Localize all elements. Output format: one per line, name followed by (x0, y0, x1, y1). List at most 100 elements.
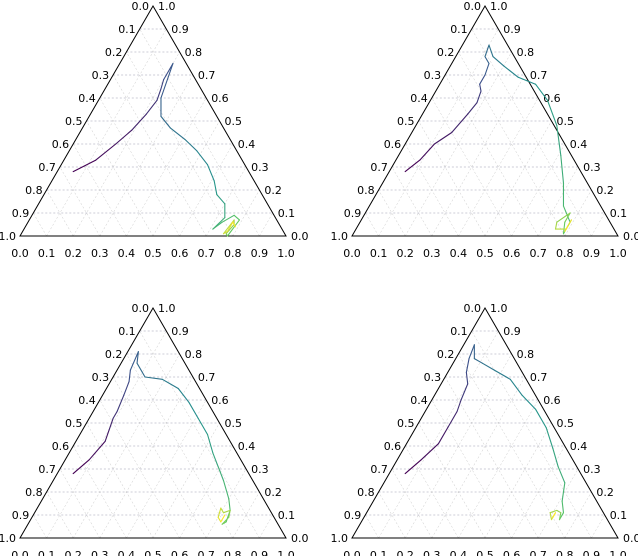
trajectory-segment (465, 371, 469, 385)
right-tick-label: 0.5 (557, 115, 575, 128)
trajectory-segment (549, 509, 558, 514)
trajectory-segment (228, 509, 231, 518)
ternary-panel-3: 0.0 0.1 0.2 0.3 0.4 0.5 0.6 0.7 0.8 0.9 1.0 1.0 0.9 0… (0, 302, 309, 556)
left-tick-label: 0.1 (450, 23, 468, 36)
right-tick-label: 0.7 (198, 371, 216, 384)
right-tick-label: 0.7 (198, 69, 216, 82)
left-tick-label: 0.5 (65, 115, 83, 128)
bottom-tick-label: 1.0 (277, 247, 295, 260)
trajectory-segment (420, 443, 440, 461)
grid-line (259, 514, 273, 539)
trajectory-segment (554, 221, 558, 230)
left-tick-label: 0.0 (464, 302, 482, 315)
grid-line (444, 74, 539, 237)
trajectory-segment (479, 83, 482, 92)
grid-line (431, 399, 512, 539)
trajectory-segment (561, 500, 565, 514)
trajectory-segment (467, 102, 478, 115)
trajectory-segment (503, 65, 519, 78)
left-tick-label: 0.5 (397, 115, 415, 128)
grid-line (365, 212, 379, 237)
trajectory-segment (232, 221, 237, 228)
triangle-outline (19, 307, 287, 539)
trajectory-segment (468, 344, 475, 360)
bottom-tick-label: 0.7 (529, 247, 547, 260)
grid-line (205, 468, 247, 539)
grid-line (418, 422, 486, 539)
left-tick-label: 0.9 (344, 207, 362, 220)
trajectory-segment (493, 369, 511, 380)
trajectory-segment (479, 74, 486, 85)
trajectory-segment (116, 394, 125, 413)
grid-line (99, 399, 180, 539)
trajectory-segment (228, 498, 231, 511)
right-tick-label: 0.1 (610, 509, 628, 522)
left-tick-label: 0.6 (52, 138, 70, 151)
bottom-tick-label: 0.5 (144, 247, 162, 260)
bottom-tick-label: 0.0 (11, 247, 29, 260)
grid-line (72, 445, 127, 539)
bottom-tick-label: 0.0 (343, 549, 361, 556)
right-tick-label: 0.2 (264, 184, 282, 197)
grid-line (431, 97, 512, 237)
trajectory-segment (217, 466, 225, 482)
grid-line (112, 376, 207, 539)
trajectory-segment (517, 76, 537, 85)
trajectory-series (404, 44, 573, 235)
bottom-tick-label: 0.0 (343, 247, 361, 260)
trajectory-segment (562, 221, 566, 235)
trajectory-segment (163, 62, 174, 81)
grid-line (46, 330, 167, 539)
trajectory-segment (484, 44, 490, 58)
trajectory-segment (95, 143, 117, 161)
bottom-tick-label: 0.4 (450, 247, 468, 260)
trajectory-segment (566, 219, 573, 228)
trajectory-segment (123, 381, 130, 396)
triangle-outline (351, 307, 619, 539)
bottom-tick-label: 0.8 (224, 247, 242, 260)
trajectory-segment (552, 447, 559, 468)
trajectory-segment (188, 401, 199, 419)
trajectory-segment (226, 219, 240, 237)
right-tick-label: 0.4 (570, 138, 588, 151)
grid-line (126, 399, 207, 539)
grid-line (418, 120, 486, 237)
grid-line (259, 212, 273, 237)
left-tick-label: 0.9 (344, 509, 362, 522)
grid-line (444, 376, 539, 539)
trajectory-segment (226, 221, 234, 232)
bottom-tick-label: 0.3 (91, 549, 109, 556)
trajectory-segment (564, 226, 569, 232)
trajectory-segment (437, 427, 449, 445)
trajectory-segment (552, 512, 557, 518)
right-tick-label: 0.5 (557, 417, 575, 430)
trajectory-series (72, 351, 231, 525)
left-tick-label: 0.7 (38, 161, 56, 174)
trajectory-segment (169, 127, 186, 140)
trajectory-series (72, 62, 240, 237)
grid-line (46, 491, 74, 539)
bottom-tick-label: 0.2 (396, 549, 414, 556)
grid-line (431, 74, 526, 237)
trajectory-segment (212, 452, 219, 468)
trajectory-segment (136, 362, 146, 378)
trajectory-segment (534, 83, 549, 101)
trajectory-segment (481, 362, 495, 371)
trajectory-segment (212, 221, 223, 230)
grid-line (458, 51, 566, 237)
bottom-tick-label: 0.6 (503, 549, 521, 556)
grid-line (72, 353, 180, 539)
ternary-panel-1: 0.0 0.1 0.2 0.3 0.4 0.5 0.6 0.7 0.8 0.9 1.0 1.0 0.9 0… (0, 0, 309, 260)
left-tick-label: 0.2 (105, 46, 123, 59)
right-tick-label: 0.2 (596, 486, 614, 499)
bottom-tick-label: 0.4 (118, 549, 136, 556)
left-tick-label: 1.0 (331, 532, 349, 545)
grid-line (365, 514, 379, 539)
ternary-panel-4: 0.0 0.1 0.2 0.3 0.4 0.5 0.6 0.7 0.8 0.9 1.0 1.0 0.9 0… (331, 302, 638, 556)
triangle-outline (351, 5, 619, 237)
trajectory-segment (473, 358, 483, 364)
right-tick-label: 0.1 (610, 207, 628, 220)
left-tick-label: 0.6 (384, 440, 402, 453)
right-tick-label: 0.5 (225, 115, 243, 128)
